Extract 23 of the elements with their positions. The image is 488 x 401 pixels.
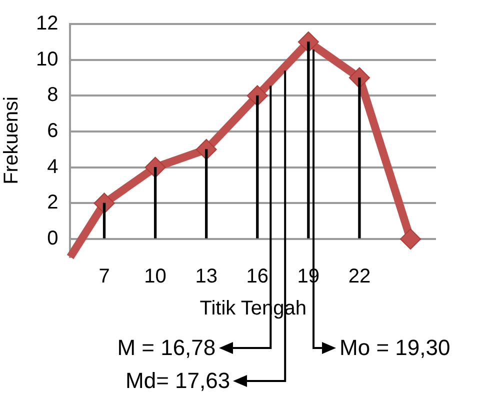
y-tick-label: 4 <box>47 156 58 178</box>
y-tick-label: 12 <box>36 12 58 35</box>
point <box>400 228 421 250</box>
y-tick-label: 10 <box>36 48 58 70</box>
x-tick-label: 13 <box>195 266 218 288</box>
bar <box>307 42 310 238</box>
y-tick-label: 0 <box>47 228 58 250</box>
ref-line-label: Mo = 19,30 <box>340 335 450 360</box>
bar <box>256 95 259 238</box>
x-tick-label: 16 <box>246 266 268 288</box>
y-tick-label: 2 <box>47 192 58 214</box>
ref-line-label: Md= 17,63 <box>126 368 230 394</box>
x-tick-label: 22 <box>348 266 371 288</box>
bar <box>358 77 361 238</box>
bar <box>154 167 157 238</box>
x-tick-label: 7 <box>98 266 110 288</box>
bar <box>102 202 106 238</box>
x-tick-label: 10 <box>144 266 166 288</box>
y-axis-title: Frekuensi <box>0 96 23 184</box>
bar <box>205 149 208 238</box>
y-tick-label: 6 <box>47 120 58 142</box>
ref-line-label: M = 16,78 <box>117 335 216 360</box>
y-tick-label: 8 <box>47 84 58 106</box>
